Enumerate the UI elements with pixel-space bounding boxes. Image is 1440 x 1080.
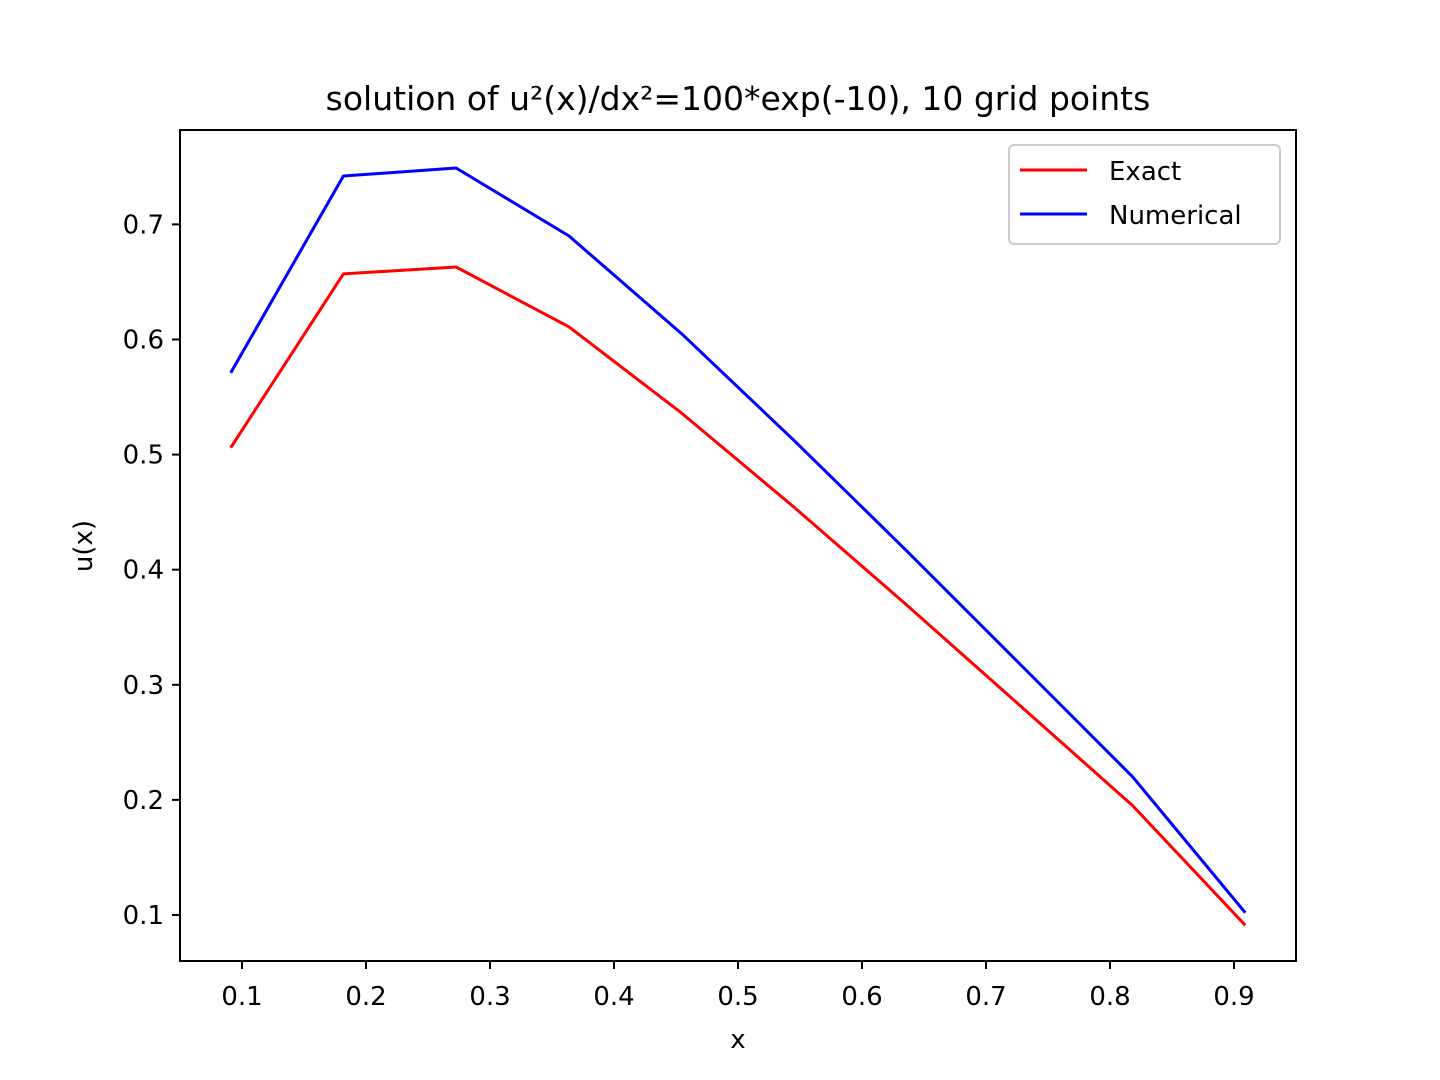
y-axis-label: u(x) [69,520,99,572]
legend-label-exact: Exact [1109,157,1181,187]
x-tick-label: 0.2 [345,982,386,1012]
x-tick-label: 0.3 [469,982,510,1012]
legend-label-numerical: Numerical [1109,201,1242,231]
y-tick-label: 0.4 [123,556,164,586]
y-tick-label: 0.1 [123,901,164,931]
series-line-numerical [229,166,1247,914]
x-axis-ticks: 0.1 0.2 0.3 0.4 0.5 0.6 0.7 0.8 0.9 [221,961,1255,1012]
series-line-exact [229,265,1247,927]
x-axis-label: x [730,1025,745,1055]
y-tick-label: 0.6 [123,325,164,355]
x-tick-label: 0.4 [593,982,634,1012]
series-layer [229,166,1247,927]
x-tick-label: 0.8 [1089,982,1130,1012]
x-tick-label: 0.6 [841,982,882,1012]
chart-title: solution of u²(x)/dx²=100*exp(-10), 10 g… [326,79,1151,118]
x-tick-label: 0.9 [1213,982,1254,1012]
y-tick-label: 0.2 [123,786,164,816]
y-axis-ticks: 0.1 0.2 0.3 0.4 0.5 0.6 0.7 [123,210,180,931]
x-tick-label: 0.1 [221,982,262,1012]
y-tick-label: 0.5 [123,441,164,471]
legend: Exact Numerical [1008,144,1281,245]
x-tick-label: 0.5 [717,982,758,1012]
y-tick-label: 0.7 [123,210,164,240]
x-tick-label: 0.7 [965,982,1006,1012]
y-tick-label: 0.3 [123,671,164,701]
